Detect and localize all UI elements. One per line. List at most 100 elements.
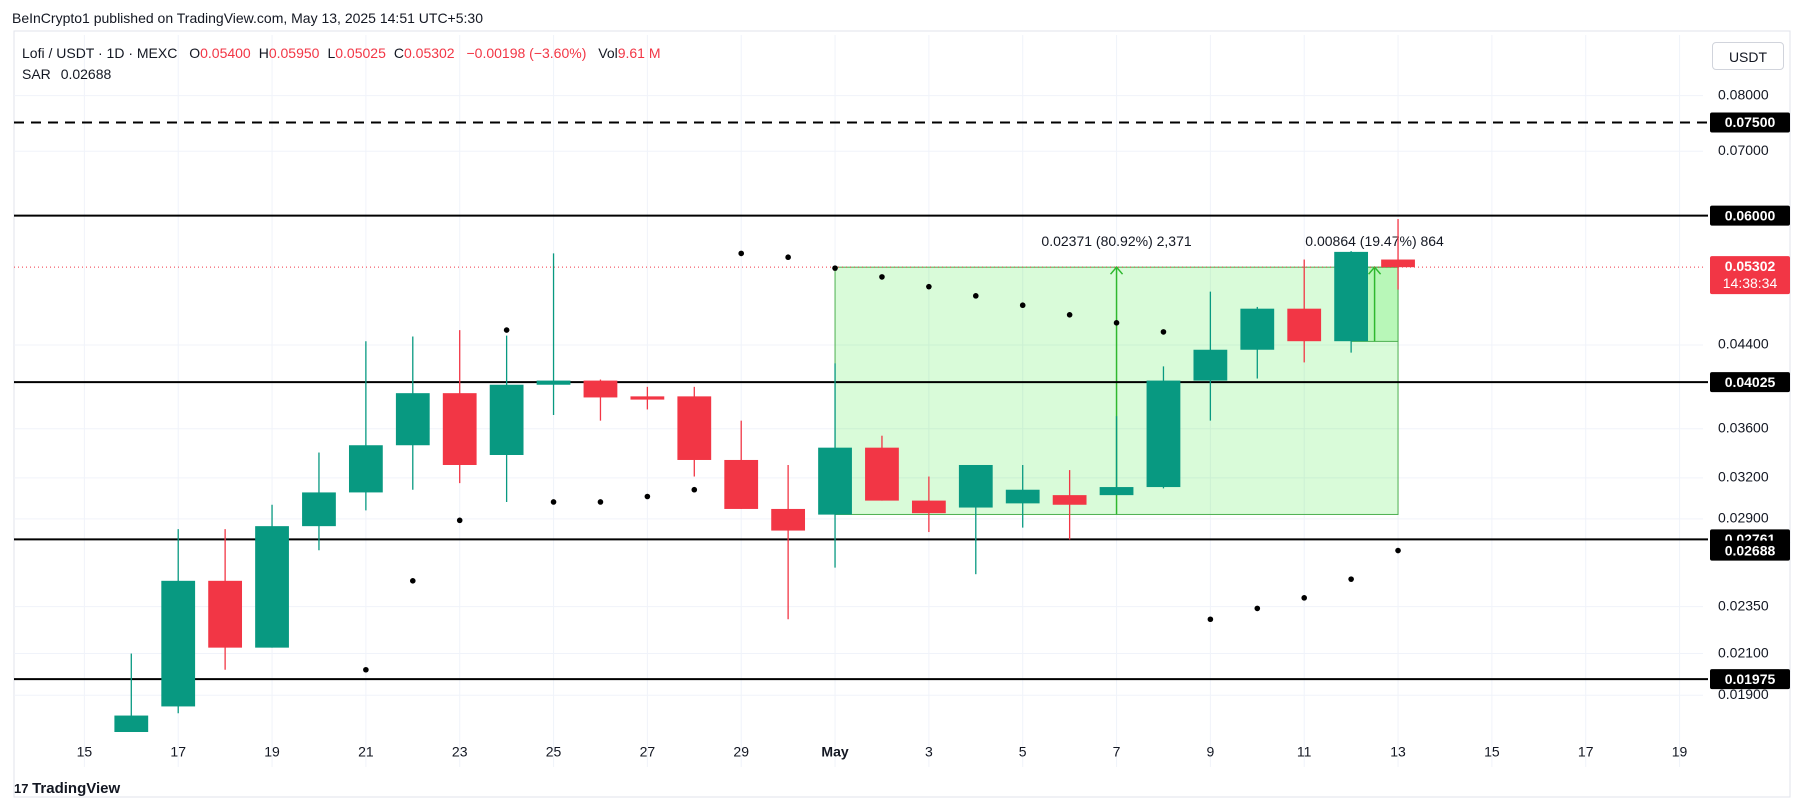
- candle-body: [1146, 380, 1181, 488]
- current-price-label: 0.05302: [1725, 258, 1776, 274]
- symbol: Lofi / USDT · 1D · MEXC: [22, 45, 178, 61]
- candle-body: [911, 500, 946, 514]
- legend-value: 0.05302: [403, 45, 455, 61]
- y-tick-label: 0.07000: [1718, 142, 1769, 158]
- legend: Lofi / USDT · 1D · MEXC O0.05400 H0.05950…: [22, 45, 661, 61]
- candle-body: [1287, 308, 1322, 342]
- candle-body: [302, 492, 336, 527]
- sar-dot: [832, 265, 838, 271]
- sar-dot: [597, 499, 604, 505]
- candle-body: [1005, 489, 1040, 504]
- y-tick-label: 0.08000: [1718, 86, 1769, 102]
- price-line-tag: [1710, 112, 1790, 133]
- y-tick-label: 0.02350: [1718, 597, 1769, 613]
- x-tick-label: 13: [1390, 744, 1406, 760]
- legend-key: L: [327, 45, 336, 61]
- x-tick-label: May: [821, 744, 848, 760]
- candle-body: [958, 464, 993, 508]
- measure-label: 0.00864 (19.47%) 864: [1305, 233, 1444, 249]
- sar-dot: [409, 578, 416, 584]
- legend-key: O: [189, 45, 201, 61]
- measure-label: 0.02371 (80.92%) 2,371: [1041, 233, 1191, 249]
- candle-body: [818, 447, 852, 515]
- candle-body: [442, 393, 477, 465]
- price-line-label: 0.01975: [1725, 671, 1776, 687]
- x-tick-label: 23: [452, 744, 468, 760]
- candle-body: [630, 396, 665, 400]
- x-tick-label: 11: [1297, 744, 1312, 760]
- x-tick-label: 9: [1206, 744, 1214, 760]
- x-tick-label: 7: [1113, 744, 1121, 760]
- candle-body: [395, 393, 430, 446]
- price-line-label: 0.07500: [1725, 114, 1776, 130]
- candle-body: [583, 380, 618, 398]
- candle-body: [114, 715, 149, 733]
- x-tick-label: 25: [546, 744, 562, 760]
- sar-value: 0.02688: [60, 66, 112, 82]
- candle-body: [724, 459, 759, 509]
- candle-body: [1334, 251, 1369, 342]
- sar-key: SAR: [22, 66, 51, 82]
- x-tick-label: 15: [77, 744, 93, 760]
- x-tick-label: 17: [170, 744, 186, 760]
- volume-key: Vol: [598, 45, 618, 61]
- y-tick-label: 0.02100: [1718, 644, 1769, 660]
- price-line-tag: [1710, 669, 1790, 690]
- currency-button[interactable]: USDT: [1712, 42, 1784, 70]
- sar-dot: [644, 493, 651, 500]
- sar-dot: [1066, 312, 1073, 318]
- sar-dot: [1207, 616, 1214, 623]
- x-tick-label: 5: [1019, 744, 1027, 760]
- x-tick-label: 15: [1484, 744, 1500, 760]
- sar-dot: [1395, 547, 1401, 554]
- legend-value: 0.05025: [335, 45, 386, 61]
- sar-dot: [1019, 302, 1026, 309]
- x-tick-label: 21: [358, 744, 374, 760]
- header: BeInCrypto1 published on TradingView.com…: [12, 10, 483, 26]
- sar-dot: [550, 499, 557, 505]
- candle-body: [208, 580, 243, 648]
- sar-dot: [738, 250, 745, 257]
- sar-dot: [972, 293, 979, 299]
- sar-dot: [691, 486, 698, 493]
- price-line-label: 0.06000: [1725, 207, 1776, 223]
- footer-text: TradingView: [32, 780, 121, 797]
- x-tick-label: 29: [733, 744, 749, 760]
- candle-body: [1193, 349, 1228, 381]
- x-tick-label: 19: [264, 744, 280, 760]
- sar-tag: [1710, 540, 1790, 561]
- candle-body: [161, 580, 196, 707]
- sar-dot: [456, 517, 463, 524]
- candle-body: [348, 445, 383, 493]
- candle-body: [677, 396, 712, 460]
- sar-dot: [503, 327, 510, 333]
- candle-body: [536, 380, 571, 385]
- sar-dot: [1113, 320, 1120, 326]
- x-tick-label: 19: [1672, 744, 1688, 760]
- arrow-head: [1109, 266, 1124, 275]
- y-tick-label: 0.03200: [1718, 469, 1769, 485]
- sar-dot: [1348, 576, 1354, 582]
- current-price-tag: [1710, 256, 1790, 295]
- y-tick-label: 0.03600: [1718, 419, 1769, 435]
- candle-body: [865, 447, 899, 501]
- sar-legend: SAR 0.02688: [22, 66, 111, 82]
- sar-label: 0.02688: [1725, 542, 1776, 558]
- candle-body: [489, 384, 524, 455]
- y-tick-label: 0.01900: [1718, 686, 1769, 702]
- legend-key: C: [393, 45, 404, 61]
- sar-dot: [1160, 329, 1167, 335]
- sar-dot: [1301, 595, 1308, 601]
- x-tick-label: 3: [925, 744, 933, 760]
- sar-dot: [1254, 605, 1261, 612]
- volume: 9.61 M: [617, 45, 661, 61]
- y-tick-label: 0.04400: [1718, 336, 1769, 352]
- candle-body: [255, 526, 289, 648]
- candle-body: [1052, 495, 1087, 505]
- sar-dot: [363, 666, 369, 673]
- ohlc: O0.05400 H0.05950 L0.05025 C0.05302: [181, 45, 454, 61]
- x-tick-label: 27: [640, 744, 656, 760]
- plot-frame: [13, 30, 1791, 798]
